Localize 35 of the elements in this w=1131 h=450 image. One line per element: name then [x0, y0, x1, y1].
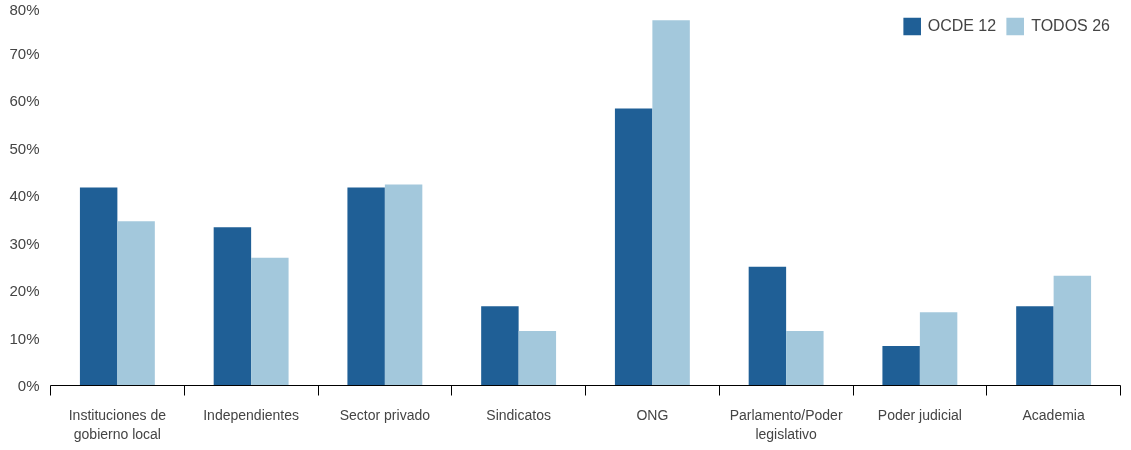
y-tick-label: 20%: [9, 282, 40, 299]
bar: [919, 312, 958, 386]
y-tick-label: 30%: [9, 234, 40, 252]
y-tick-label: 80%: [9, 0, 40, 18]
x-tick-label: Sector privado: [339, 406, 431, 423]
bar: [347, 187, 385, 386]
x-tick-label: Instituciones de gobierno local: [68, 406, 167, 442]
bar: [882, 346, 920, 386]
x-tick-label: Independientes: [203, 406, 300, 423]
x-tick-label: ONG: [636, 406, 669, 423]
x-tick-label: Academia: [1022, 406, 1085, 423]
y-tick-label: 0%: [17, 377, 40, 394]
x-tick-label: Parlamento/Poder legislativo: [729, 406, 843, 442]
legend-label: OCDE 12: [927, 17, 997, 35]
y-tick-label: 70%: [9, 44, 40, 62]
x-tick-label: Poder judicial: [877, 406, 962, 423]
bar: [786, 330, 824, 386]
y-tick-label: 40%: [9, 187, 40, 204]
bar: [213, 227, 252, 386]
bar: [652, 20, 690, 386]
bar: [1016, 306, 1054, 386]
bar: [481, 306, 519, 386]
bar: [748, 266, 787, 386]
bar: [384, 184, 423, 386]
y-tick-label: 10%: [9, 329, 40, 347]
legend-label: TODOS 26: [1031, 17, 1110, 35]
bar: [614, 108, 653, 386]
bar: [1053, 275, 1092, 386]
bar: [251, 257, 289, 386]
x-tick-label: Sindicatos: [486, 406, 551, 423]
y-tick-label: 50%: [9, 139, 40, 157]
bar: [79, 187, 118, 386]
bar: [117, 221, 155, 386]
y-tick-label: 60%: [9, 92, 40, 109]
bar: [518, 330, 557, 386]
